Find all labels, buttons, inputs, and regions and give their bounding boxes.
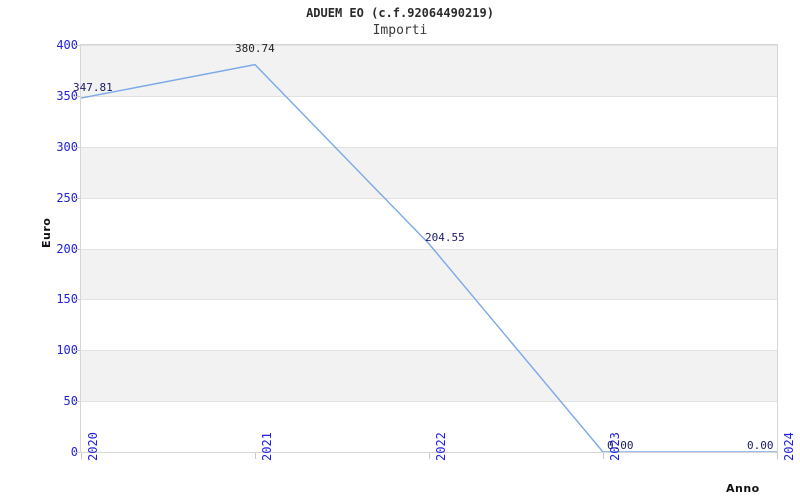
x-axis-tick-mark [603,453,604,459]
y-axis-tick-label: 100 [56,343,78,358]
chart-subtitle: Importi [372,23,428,38]
y-axis-tick-label: 200 [56,241,78,256]
data-point-label: 380.74 [235,41,275,55]
background-band [81,350,777,402]
x-axis-title: Anno [726,482,760,495]
y-axis-tick-label: 400 [56,38,78,52]
x-axis-tick-mark [777,453,778,459]
x-axis-tick-label: 2021 [260,432,274,461]
y-axis-tick-mark [74,249,80,250]
x-axis-tick-label: 2024 [782,432,796,461]
data-point-label: 204.55 [425,230,465,244]
y-axis-title: Euro [40,217,53,248]
y-axis-tick-mark [74,147,80,148]
y-axis-tick-label: 150 [56,292,78,307]
x-axis-tick-mark [81,453,82,459]
background-band [81,45,777,96]
chart-title: ADUEM EO (c.f.92064490219) [306,6,494,20]
gridline [81,299,777,300]
data-point-label: 0.00 [607,439,634,452]
data-point-label: 0.00 [747,439,774,452]
gridline [81,147,777,148]
gridline [81,198,777,199]
y-axis-tick-label: 300 [56,139,78,154]
y-axis-tick-label: 250 [56,190,78,205]
gridline [81,350,777,351]
background-band [81,248,777,300]
plot-area [80,44,778,453]
y-axis-tick-mark [74,401,80,402]
y-axis-tick-mark [74,452,80,453]
x-axis-tick-mark [429,453,430,459]
y-axis-tick-mark [74,45,80,46]
gridline [81,401,777,402]
y-axis-tick-label: 350 [56,88,78,103]
y-axis-tick-label: 50 [63,394,78,409]
x-axis-tick-mark [255,453,256,459]
series-line [81,45,777,452]
y-axis-tick-mark [74,299,80,300]
gridline [81,96,777,97]
y-axis-tick-mark [74,96,80,97]
x-axis-tick-label: 2020 [86,432,100,461]
x-axis-tick-label: 2022 [434,432,448,461]
background-band [81,146,777,198]
series-polyline [81,65,777,452]
data-point-label: 347.81 [73,81,113,95]
y-axis-tick-mark [74,198,80,199]
gridline [81,249,777,250]
gridline [81,45,777,46]
y-axis-tick-mark [74,350,80,351]
